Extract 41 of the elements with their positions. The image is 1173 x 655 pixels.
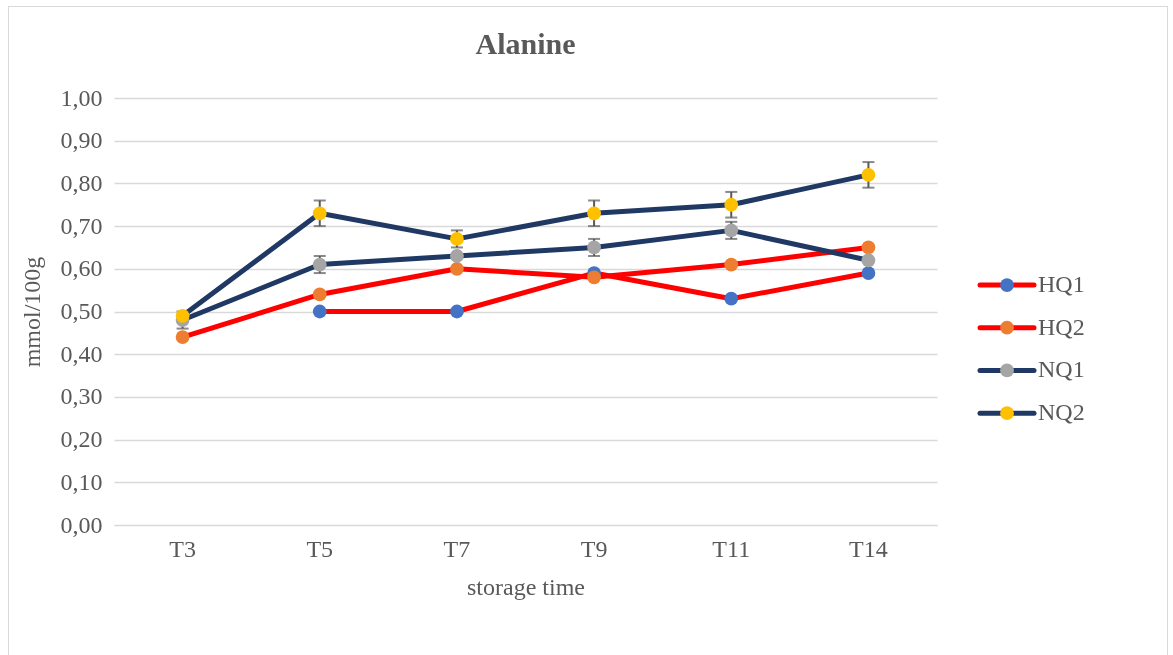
x-tick-label: T5 <box>306 535 334 562</box>
x-tick-label: T7 <box>443 535 471 562</box>
y-tick-label: 1,00 <box>60 84 103 111</box>
point <box>861 266 876 280</box>
point <box>450 304 464 319</box>
point <box>175 330 190 344</box>
y-tick-label: 0,50 <box>60 298 103 324</box>
point <box>587 270 601 285</box>
y-tick-label: 0,30 <box>60 383 103 410</box>
point <box>724 197 739 212</box>
y-tick-label: 0,10 <box>60 468 103 495</box>
chart-title: Alanine <box>475 27 576 60</box>
y-tick-label: 0,40 <box>60 340 103 367</box>
x-axis-title: storage time <box>467 573 585 600</box>
y-tick-label: 0,80 <box>60 169 103 196</box>
y-tick-label: 0,00 <box>60 511 103 538</box>
point <box>175 308 190 323</box>
x-tick-label: T14 <box>849 535 888 562</box>
legend-label: HQ1 <box>1038 271 1085 298</box>
legend-label: NQ1 <box>1038 356 1085 383</box>
point <box>312 287 327 302</box>
point <box>861 253 876 268</box>
point <box>587 206 601 221</box>
point <box>861 240 876 255</box>
y-tick-label: 0,70 <box>60 212 103 239</box>
point <box>312 304 327 319</box>
y-tick-label: 0,60 <box>60 255 103 282</box>
legend-label: HQ2 <box>1038 313 1085 340</box>
point <box>724 257 739 272</box>
y-axis-title: mmol/100g <box>18 256 45 368</box>
x-tick-label: T9 <box>580 535 608 562</box>
x-tick-label: T11 <box>712 535 751 562</box>
y-tick-label: 0,20 <box>60 426 103 453</box>
point <box>450 261 464 276</box>
x-tick-label: T3 <box>169 535 196 562</box>
point <box>861 167 876 182</box>
point <box>312 206 327 221</box>
legend-label: NQ2 <box>1038 399 1085 426</box>
point <box>450 249 464 263</box>
y-tick-label: 0,90 <box>60 127 103 154</box>
point <box>724 291 739 306</box>
